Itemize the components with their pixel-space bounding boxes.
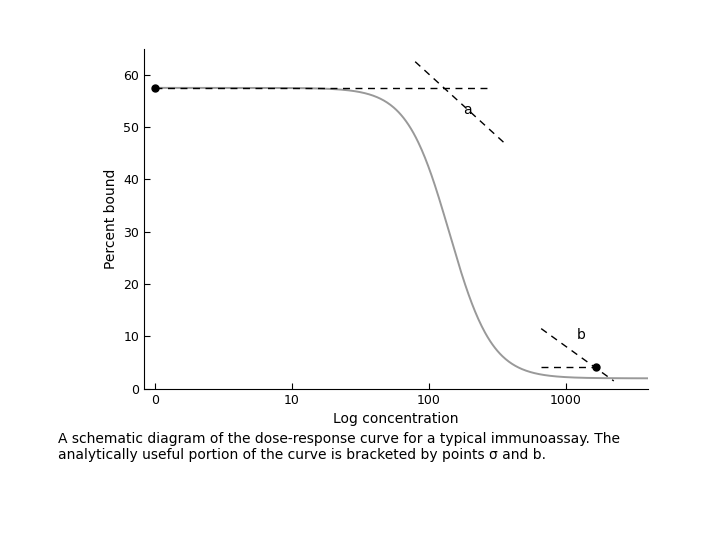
Text: a: a: [463, 103, 472, 117]
X-axis label: Log concentration: Log concentration: [333, 412, 459, 426]
Y-axis label: Percent bound: Percent bound: [104, 168, 117, 269]
Text: b: b: [577, 328, 585, 342]
Text: A schematic diagram of the dose-response curve for a typical immunoassay. The
an: A schematic diagram of the dose-response…: [58, 432, 620, 462]
